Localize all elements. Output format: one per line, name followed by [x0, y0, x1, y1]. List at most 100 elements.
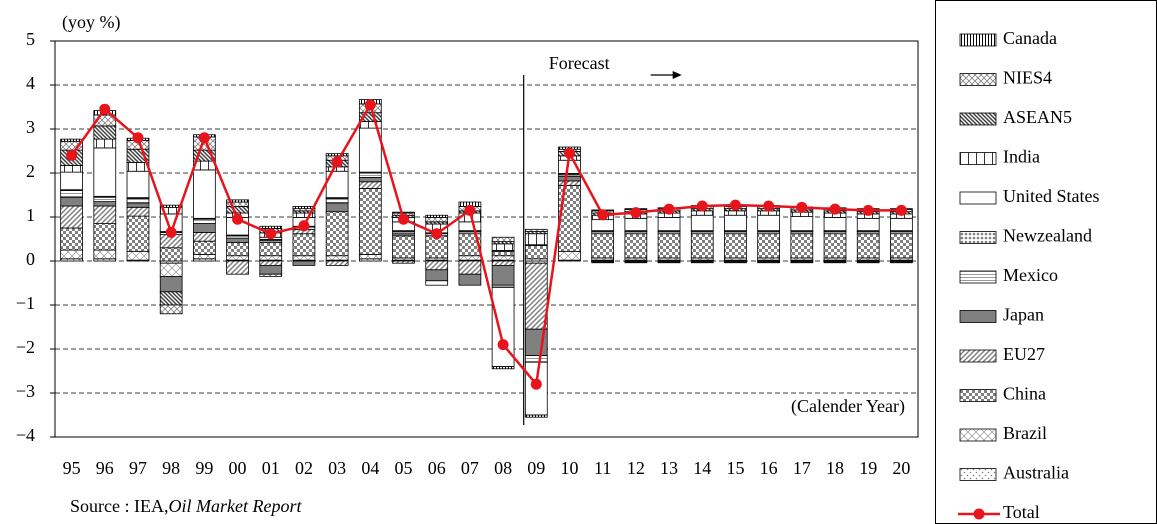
bar-segment: [325, 260, 349, 266]
bar-segment: [193, 240, 216, 255]
bar-segment: [292, 206, 316, 210]
total-line: [70, 101, 902, 388]
legend-label: India: [1003, 147, 1040, 167]
y-tick-label: 1: [26, 205, 35, 225]
bar-segment: [524, 355, 548, 363]
total-point: [862, 204, 874, 216]
bar-segment: [823, 217, 847, 232]
bar-segment: [292, 260, 316, 266]
bar-segment: [624, 217, 648, 232]
bar-segment: [93, 201, 117, 207]
bar-segment: [856, 217, 880, 232]
bar-segment: [358, 176, 382, 183]
bar-segment: [60, 171, 83, 191]
bar-segment: [491, 260, 515, 266]
bar-segment: [790, 216, 814, 232]
bar-segment: [226, 255, 249, 261]
y-tick-label: −1: [16, 293, 35, 313]
y-tick-label: 2: [26, 161, 35, 181]
x-tick-label: 16: [760, 458, 778, 478]
bar-segment: [425, 214, 449, 218]
bar-segment: [591, 219, 615, 232]
bar-segment: [358, 172, 382, 178]
total-point: [398, 213, 410, 225]
y-tick-label: −3: [16, 381, 35, 401]
total-point: [165, 226, 177, 238]
legend-swatch: [959, 231, 997, 244]
x-tick-label: 97: [129, 458, 147, 478]
total-point: [829, 203, 841, 215]
y-tick-label: 5: [26, 29, 35, 49]
bar-segment: [126, 198, 150, 204]
total-point: [530, 378, 542, 390]
bar-segment: [491, 366, 515, 370]
bar-segment: [624, 261, 648, 264]
bar-segment: [458, 273, 482, 286]
total-point: [597, 209, 609, 221]
legend-label: Total: [1003, 502, 1040, 522]
bar-segment: [93, 125, 117, 140]
bar-segment: [458, 221, 482, 232]
bar-segment: [159, 291, 183, 306]
bar-segment: [724, 233, 747, 259]
bar-segment: [159, 275, 183, 293]
x-tick-label: 11: [594, 458, 611, 478]
total-point: [895, 204, 907, 216]
bar-segment: [93, 249, 117, 260]
bar-segment: [558, 176, 581, 182]
x-tick-label: 96: [96, 458, 114, 478]
x-tick-label: 15: [726, 458, 744, 478]
bar-segment: [690, 261, 714, 264]
x-tick-label: 12: [627, 458, 645, 478]
x-tick-label: 01: [262, 458, 280, 478]
x-tick-label: 13: [660, 458, 678, 478]
total-point: [763, 200, 775, 212]
total-point: [132, 132, 144, 144]
bar-segment: [93, 138, 117, 149]
bar-segment: [126, 250, 150, 261]
bar-segment: [425, 217, 449, 223]
bar-segment: [193, 253, 216, 260]
bar-segment: [259, 264, 283, 275]
x-tick-label: 14: [693, 458, 711, 478]
bar-segment: [193, 223, 216, 233]
bar-segment: [126, 206, 150, 217]
total-point: [364, 99, 376, 111]
bar-segment: [93, 147, 117, 197]
bar-segment: [325, 198, 349, 204]
bar-segment: [93, 223, 117, 251]
y-tick-label: −2: [16, 337, 35, 357]
bar-segment: [358, 187, 382, 255]
y-tick-label: 4: [26, 73, 35, 93]
total-point: [298, 220, 310, 232]
y-tick-label: 0: [26, 249, 35, 269]
bar-segment: [259, 260, 283, 266]
bar-segment: [491, 243, 515, 251]
total-point: [232, 213, 244, 225]
legend-label: China: [1003, 384, 1046, 404]
x-tick-label: 20: [892, 458, 910, 478]
x-tick-label: 06: [428, 458, 446, 478]
bar-segment: [126, 162, 150, 172]
legend-label: United States: [1003, 186, 1100, 206]
bar-segment: [193, 218, 216, 224]
total-point: [198, 132, 210, 144]
bar-segment: [60, 205, 83, 229]
bar-segment: [325, 153, 349, 157]
bar-segment: [657, 233, 681, 259]
legend-swatch: [959, 468, 997, 481]
bar-segment: [159, 304, 183, 315]
bar-segment: [624, 233, 648, 259]
bar-segment: [823, 233, 847, 259]
bar-segment: [259, 255, 283, 261]
bar-segment: [524, 262, 548, 330]
forecast-label: Forecast: [549, 53, 610, 73]
bar-segment: [159, 262, 183, 277]
bar-segment: [60, 227, 83, 251]
x-tick-label: 04: [361, 458, 379, 478]
legend-label: NIES4: [1003, 68, 1052, 88]
bar-segment: [425, 280, 449, 286]
bar-segment: [93, 196, 117, 202]
legend-label: EU27: [1003, 344, 1045, 364]
